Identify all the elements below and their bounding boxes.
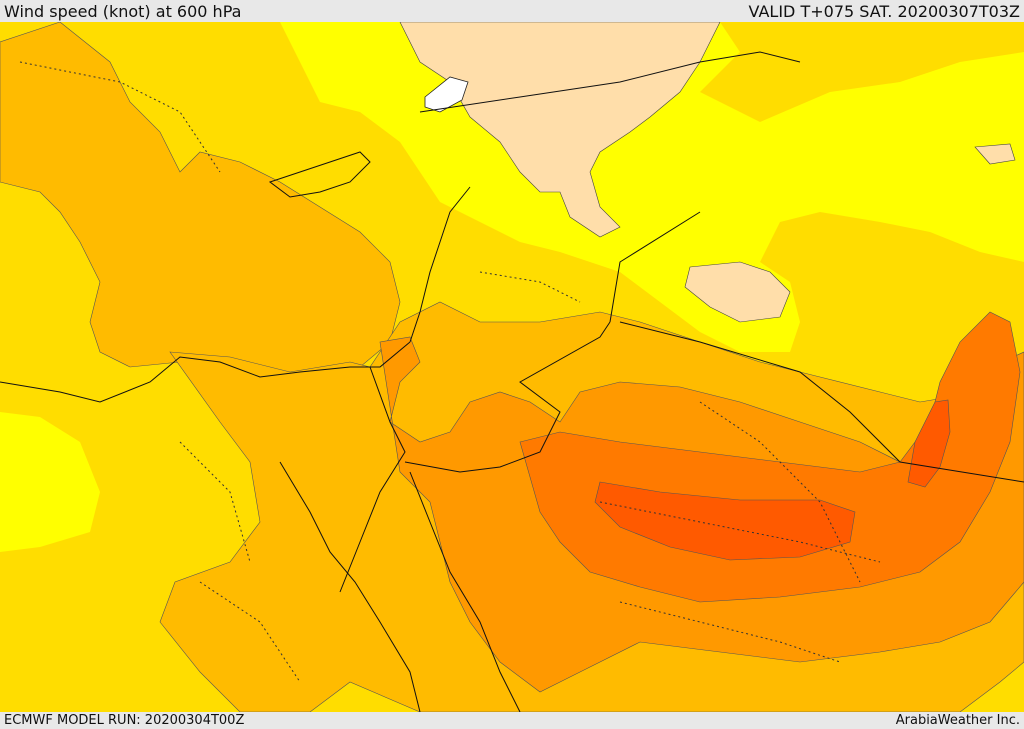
- contour-lowest-ne: [974, 143, 1016, 165]
- valid-time: VALID T+075 SAT. 20200307T03Z: [748, 2, 1020, 21]
- contour-lowest-east: [684, 261, 791, 323]
- contour-core-south: [594, 481, 856, 561]
- map-header: Wind speed (knot) at 600 hPa VALID T+075…: [0, 0, 1024, 22]
- map-borders: [0, 51, 1024, 712]
- map-title: Wind speed (knot) at 600 hPa: [4, 2, 242, 21]
- dotted-boundaries: [19, 61, 881, 683]
- water-body: [424, 76, 469, 113]
- model-run-label: ECMWF MODEL RUN: 20200304T00Z: [4, 713, 245, 728]
- wind-speed-map: [0, 22, 1024, 712]
- contour-yellow-west: [0, 412, 100, 552]
- credit-label: ArabiaWeather Inc.: [895, 713, 1020, 728]
- map-footer: ECMWF MODEL RUN: 20200304T00Z ArabiaWeat…: [0, 712, 1024, 729]
- contour-lowest-north: [399, 22, 721, 238]
- map-canvas: [0, 22, 1024, 712]
